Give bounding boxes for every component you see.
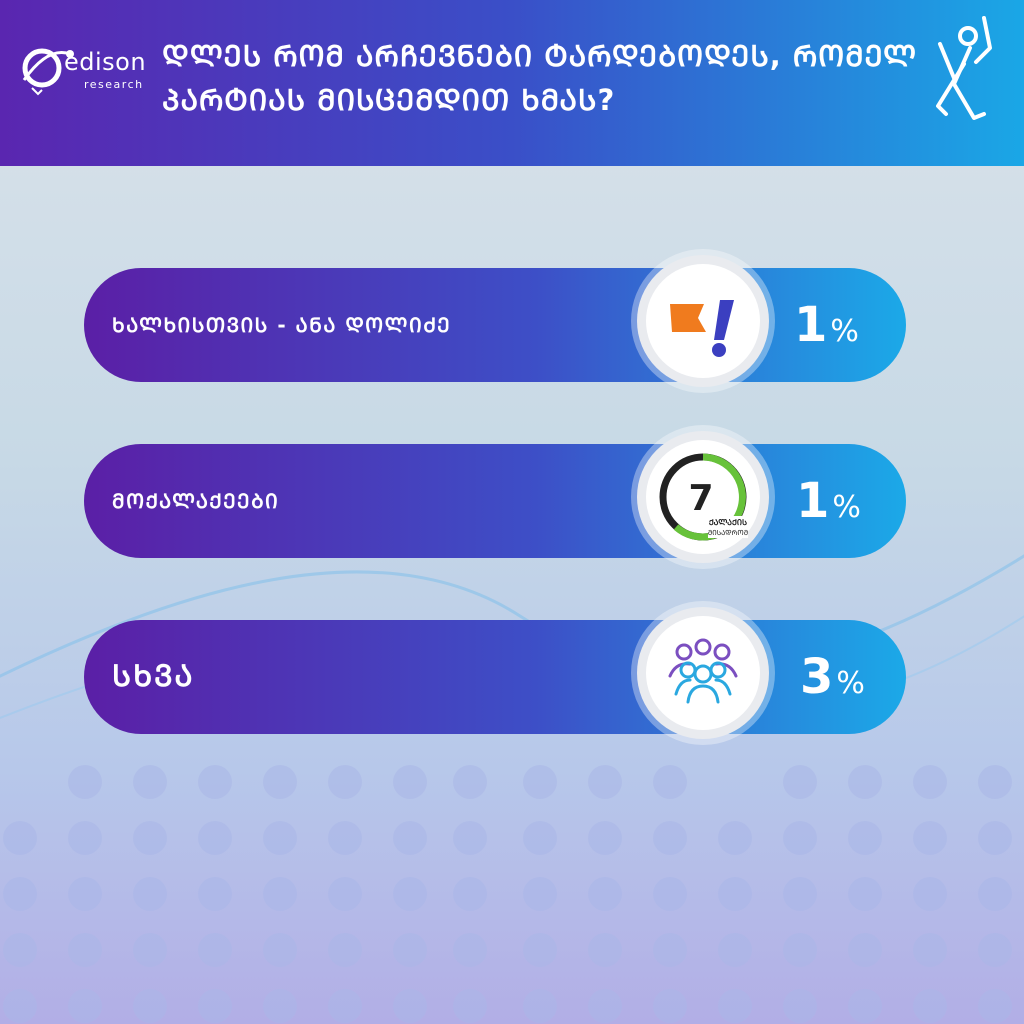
bar-label-3: ᲡᲮᲕᲐ [112, 659, 195, 694]
flag-exclamation-icon [670, 300, 734, 357]
bar-value-3-unit: % [836, 666, 865, 701]
party-logo-badge-2: 7 ᲥᲐᲚᲐᲥᲘᲡ ᲛᲘᲡᲐᲓᲠᲝᲛ [637, 431, 769, 563]
party2-number: 7 [688, 478, 713, 519]
bar-value-1-number: 1 [794, 297, 828, 353]
bar-label-1: ᲮᲐᲚᲮᲘᲡᲗᲕᲘᲡ - ᲐᲜᲐ ᲓᲝᲚᲘᲫᲔ [112, 313, 452, 337]
logo-globe-icon [22, 48, 74, 96]
bar-value-3: 3% [800, 620, 865, 734]
party2-text-2: ᲛᲘᲡᲐᲓᲠᲝᲛ [708, 529, 748, 537]
result-bar-2: ᲛᲝᲥᲐᲚᲐᲥᲔᲔᲑᲘ 7 ᲥᲐᲚᲐᲥᲘᲡ ᲛᲘᲡᲐᲓᲠᲝᲛ 1% [84, 431, 906, 563]
result-bar-1: ᲮᲐᲚᲮᲘᲡᲗᲕᲘᲡ - ᲐᲜᲐ ᲓᲝᲚᲘᲫᲔ 1% [84, 255, 906, 387]
logo-word: edison [64, 48, 147, 76]
bar-value-2-unit: % [832, 490, 861, 525]
party2-text-1: ᲥᲐᲚᲐᲥᲘᲡ [709, 518, 747, 527]
result-bar-3: ᲡᲮᲕᲐ 3% [84, 607, 906, 739]
background-decoration [0, 554, 1024, 1023]
people-group-icon [668, 638, 738, 704]
header: edison research ᲓᲚᲔᲡ ᲠᲝᲛ ᲐᲠᲩᲔᲕᲜᲔᲑᲘ ᲢᲐᲠᲓᲔ… [0, 0, 1024, 166]
voter-ballot-icon [936, 16, 992, 120]
number-7-ring-icon: 7 ᲥᲐᲚᲐᲥᲘᲡ ᲛᲘᲡᲐᲓᲠᲝᲛ [659, 453, 748, 541]
other-badge [637, 607, 769, 739]
bar-value-2-number: 1 [796, 473, 830, 529]
bar-value-1-unit: % [830, 314, 859, 349]
bar-value-1: 1% [794, 268, 859, 382]
edison-logo: edison research [18, 40, 148, 110]
party-logo-badge-1 [637, 255, 769, 387]
logo-subword: research [84, 78, 144, 91]
bar-label-2: ᲛᲝᲥᲐᲚᲐᲥᲔᲔᲑᲘ [112, 489, 280, 513]
bar-value-2: 1% [796, 444, 861, 558]
page-title: ᲓᲚᲔᲡ ᲠᲝᲛ ᲐᲠᲩᲔᲕᲜᲔᲑᲘ ᲢᲐᲠᲓᲔᲑᲝᲓᲔᲡ, ᲠᲝᲛᲔᲚ ᲞᲐᲠ… [162, 39, 918, 117]
bar-value-3-number: 3 [800, 649, 834, 705]
